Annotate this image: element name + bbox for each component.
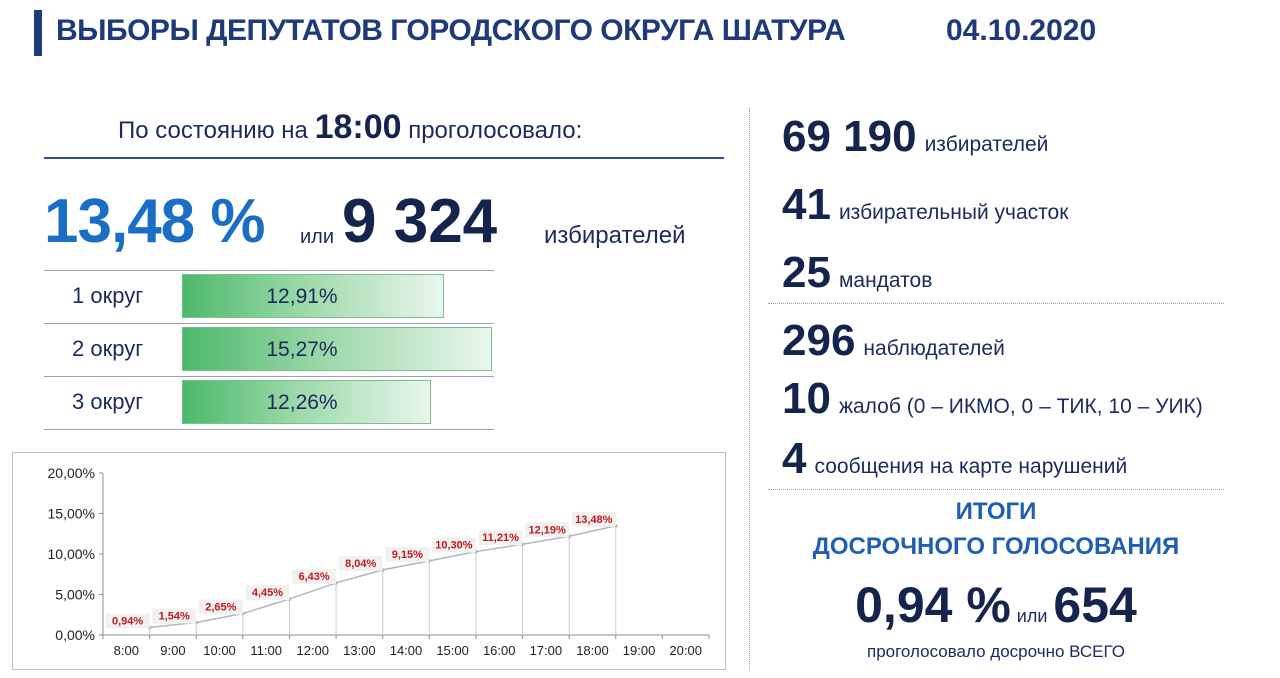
chart-x-tick-label: 15:00 (436, 643, 469, 658)
stat-text: жалоб (0 – ИКМО, 0 – ТИК, 10 – УИК) (838, 395, 1203, 418)
chart-y-tick-label: 15,00% (48, 506, 95, 522)
stat-violation-reports: 4 сообщения на карте нарушений (782, 434, 1127, 484)
early-or: или (1016, 606, 1048, 626)
chart-data-label: 11,21% (482, 532, 519, 544)
chart-x-tick-label: 20:00 (669, 643, 702, 658)
chart-data-label: 8,04% (345, 558, 376, 570)
chart-x-tick-label: 13:00 (343, 643, 376, 658)
chart-data-label: 6,43% (298, 571, 329, 583)
stat-text: избирателей (924, 133, 1049, 156)
turnout-chart: 0,00% 5,00% 10,00% 15,00% 20,00% 8:00 9:00 10:0… (12, 452, 726, 670)
chart-data-label-bg (292, 568, 337, 584)
okrug-label: 1 округ (72, 283, 144, 308)
turnout-state-line: По состоянию на 18:00 проголосовало: (118, 108, 582, 147)
stat-number: 25 (782, 248, 831, 297)
okrug-bar (182, 327, 492, 371)
column-divider (749, 108, 750, 670)
early-divider (768, 489, 1224, 490)
stat-voters: 69 190 избирателей (782, 112, 1048, 162)
okrug-label: 3 округ (72, 389, 144, 414)
chart-y-tick-label: 0,00% (55, 627, 95, 643)
chart-data-label-bg (338, 555, 383, 571)
page-title: ВЫБОРЫ ДЕПУТАТОВ ГОРОДСКОГО ОКРУГА ШАТУР… (56, 14, 846, 47)
turnout-suffix: проголосовало: (408, 117, 583, 144)
turnout-or: или (300, 226, 335, 248)
okrug-bar (182, 380, 431, 424)
chart-x-tick-label: 18:00 (576, 643, 609, 658)
turnout-prefix: По состоянию на (118, 117, 308, 144)
stat-text: наблюдателей (863, 337, 1005, 360)
chart-data-label-bg (571, 511, 616, 527)
okrug-value: 15,27% (266, 338, 338, 361)
chart-y-tick-label: 20,00% (48, 465, 95, 481)
turnout-unit: избирателей (544, 222, 686, 249)
turnout-time: 18:00 (314, 108, 402, 146)
chart-data-label: 9,15% (392, 549, 423, 561)
turnout-percent: 13,48 % (44, 187, 266, 256)
chart-data-label: 10,30% (435, 540, 473, 552)
okrug-row: 2 округ 15,27% (44, 323, 494, 376)
okrug-value: 12,26% (266, 391, 338, 414)
stat-text: избирательный участок (838, 201, 1069, 224)
early-caption: проголосовало досрочно ВСЕГО (866, 642, 1125, 661)
chart-data-label-bg (198, 599, 243, 615)
chart-data-label-bg (478, 530, 523, 546)
early-title-line1: ИТОГИ (955, 498, 1037, 525)
stat-number: 296 (782, 316, 856, 365)
chart-data-label-bg (105, 613, 150, 629)
chart-x-tick-label: 12:00 (296, 643, 329, 658)
stats-divider (768, 303, 1224, 304)
okrug-label: 2 округ (72, 336, 144, 361)
chart-x-tick-label: 17:00 (530, 643, 563, 658)
early-title-line2: ДОСРОЧНОГО ГОЛОСОВАНИЯ (812, 533, 1180, 560)
stat-complaints: 10 жалоб (0 – ИКМО, 0 – ТИК, 10 – УИК) (782, 374, 1203, 424)
chart-data-label: 13,48% (575, 514, 613, 526)
early-percent: 0,94 % (855, 577, 1011, 633)
chart-y-tick-label: 10,00% (48, 546, 95, 562)
stat-number: 69 190 (782, 112, 917, 161)
chart-data-label-bg (245, 584, 290, 600)
chart-x-tick-label: 11:00 (250, 643, 282, 658)
okrug-table: 1 округ 12,91% 2 округ 15,27% 3 округ 12… (44, 270, 494, 430)
headline-divider (44, 157, 724, 159)
chart-data-label: 2,65% (205, 602, 236, 614)
stat-number: 41 (782, 180, 831, 229)
chart-data-label: 12,19% (528, 524, 566, 536)
chart-x-tick-label: 16:00 (483, 643, 516, 658)
stat-mandates: 25 мандатов (782, 248, 932, 298)
chart-data-label-bg (152, 608, 197, 624)
chart-data-label: 0,94% (112, 615, 143, 627)
chart-data-label: 4,45% (252, 587, 283, 599)
chart-x-tick-label: 10:00 (203, 643, 236, 658)
chart-x-tick-label: 8:00 (114, 643, 139, 658)
stat-text: мандатов (838, 269, 933, 292)
okrug-bar (182, 274, 445, 318)
okrug-row: 3 округ 12,26% (44, 376, 494, 430)
early-count: 654 (1053, 577, 1137, 633)
chart-x-tick-label: 9:00 (160, 643, 185, 658)
turnout-chart-svg: 0,00% 5,00% 10,00% 15,00% 20,00% 8:00 9:00 10:0… (48, 465, 710, 658)
okrug-row: 1 округ 12,91% (44, 270, 494, 323)
chart-data-label-bg (431, 537, 476, 553)
stat-number: 4 (782, 434, 807, 483)
turnout-count: 9 324 (342, 187, 498, 256)
stat-text: сообщения на карте нарушений (814, 455, 1128, 478)
stat-precincts: 41 избирательный участок (782, 180, 1068, 230)
chart-data-label-bg (385, 546, 430, 562)
election-date: 04.10.2020 (946, 14, 1097, 47)
early-result: 0,94 % или 654 (768, 576, 1224, 634)
stat-observers: 296 наблюдателей (782, 316, 1005, 366)
chart-data-label-bg (525, 522, 570, 538)
chart-x-tick-label: 14:00 (390, 643, 423, 658)
chart-y-tick-label: 5,00% (55, 587, 95, 603)
title-accent-bar (34, 10, 42, 56)
stat-number: 10 (782, 374, 831, 423)
chart-data-label: 1,54% (159, 611, 190, 623)
chart-x-tick-label: 19:00 (623, 643, 656, 658)
okrug-value: 12,91% (266, 285, 338, 308)
